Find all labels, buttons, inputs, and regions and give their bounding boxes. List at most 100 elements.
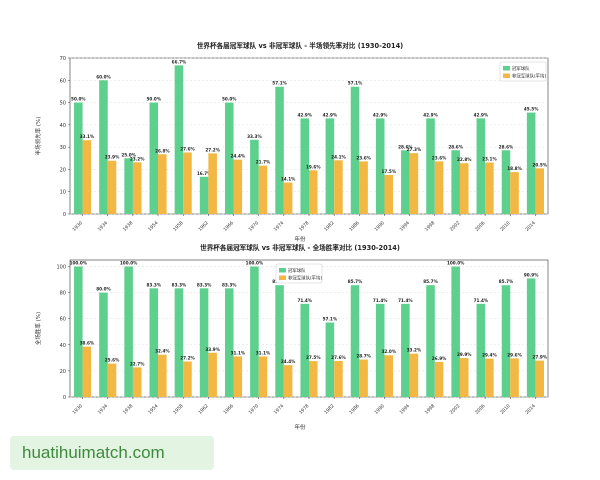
bar-value-label: 57.1% (348, 81, 363, 86)
y-axis-label: 半场领先率 (%) (34, 117, 42, 156)
bar-champion (350, 86, 360, 214)
chart-title: 世界杯各届冠军球队 vs 非冠军球队 - 全场胜率对比 (1930-2014) (200, 243, 400, 252)
bar-non-champion (409, 153, 419, 214)
bar-champion (451, 150, 460, 214)
x-tick-label: 1990 (373, 403, 386, 416)
y-tick-label: 0 (63, 212, 66, 218)
bar-non-champion (334, 360, 343, 397)
bar-non-champion (132, 162, 142, 214)
x-tick-label: 1966 (222, 403, 235, 416)
bar-value-label: 27.2% (205, 147, 220, 152)
y-tick-label: 10 (60, 190, 66, 196)
bar-non-champion (158, 354, 167, 397)
x-tick-label: 1962 (197, 220, 210, 233)
x-tick-label: 2006 (474, 403, 487, 416)
x-axis-label: 年份 (294, 235, 306, 243)
bar-non-champion (459, 163, 469, 214)
bar-non-champion (183, 152, 192, 214)
bar-champion (476, 303, 486, 397)
bar-champion (149, 288, 159, 397)
legend-entry: 冠军球队 (512, 65, 530, 72)
bar-champion (99, 80, 108, 215)
bar-value-label: 22.7% (130, 361, 145, 366)
x-tick-label: 1930 (71, 220, 84, 233)
watermark: huatihuimatch.com (10, 436, 214, 470)
bar-value-label: 57.1% (272, 81, 287, 86)
x-tick-label: 2014 (524, 220, 537, 233)
bar-value-label: 25.6% (105, 358, 120, 363)
bar-champion (350, 285, 360, 397)
bar-champion (99, 292, 108, 397)
bar-champion (275, 285, 284, 397)
bar-champion (300, 118, 309, 214)
y-tick-label: 80 (60, 291, 66, 297)
bar-non-champion (258, 165, 268, 214)
bar-value-label: 26.9% (432, 356, 447, 361)
bar-value-label: 14.1% (281, 177, 296, 182)
bar-value-label: 42.9% (373, 112, 388, 117)
x-tick-label: 1994 (399, 220, 412, 233)
bar-value-label: 29.9% (457, 352, 472, 357)
halftime-lead-chart: 世界杯各届冠军球队 vs 非冠军球队 - 半场领先率对比 (1930-2014)… (0, 36, 600, 244)
y-tick-label: 40 (60, 343, 66, 349)
bar-champion (401, 303, 410, 397)
y-tick-label: 100 (56, 265, 66, 271)
bar-champion (426, 285, 435, 397)
bar-value-label: 29.6% (507, 352, 522, 357)
x-tick-label: 2014 (524, 403, 537, 416)
x-tick-label: 2010 (499, 403, 512, 416)
legend-entry: 非冠军球队(平均) (288, 275, 322, 282)
y-tick-label: 40 (60, 123, 66, 129)
bar-value-label: 33.9% (205, 347, 220, 352)
bar-non-champion (535, 168, 544, 214)
bar-champion (325, 322, 335, 397)
bar-value-label: 100.0% (120, 261, 138, 266)
bar-champion (224, 288, 234, 397)
x-tick-label: 1986 (348, 220, 361, 233)
y-tick-label: 60 (60, 78, 66, 84)
bar-champion (149, 102, 159, 214)
bar-value-label: 42.9% (474, 112, 489, 117)
x-tick-label: 1934 (97, 403, 110, 416)
bar-champion (224, 102, 234, 214)
legend-entry: 冠军球队 (288, 267, 306, 274)
y-tick-label: 20 (60, 369, 66, 375)
bar-value-label: 38.6% (80, 341, 95, 346)
legend-box (275, 263, 323, 284)
x-tick-label: 1990 (373, 220, 386, 233)
bar-non-champion (510, 172, 519, 214)
bar-value-label: 71.4% (297, 298, 312, 303)
x-tick-label: 1930 (71, 403, 84, 416)
bar-champion (74, 266, 83, 397)
x-tick-label: 1966 (222, 220, 235, 233)
x-axis-label: 年份 (294, 423, 306, 431)
bar-non-champion (233, 356, 243, 397)
bar-champion (174, 288, 184, 397)
x-tick-label: 2010 (499, 220, 512, 233)
bar-champion (526, 278, 536, 397)
bar-non-champion (485, 162, 494, 214)
bar-value-label: 27.5% (306, 355, 321, 360)
bar-value-label: 31.1% (256, 350, 271, 355)
bar-non-champion (459, 357, 469, 397)
bar-champion (124, 266, 133, 397)
x-tick-label: 1970 (248, 403, 261, 416)
bar-champion (174, 65, 184, 215)
bar-champion (275, 86, 284, 214)
bar-value-label: 27.6% (331, 355, 346, 360)
bar-champion (199, 176, 209, 214)
bar-value-label: 23.6% (356, 155, 371, 160)
bar-champion (401, 150, 410, 214)
x-tick-label: 1998 (424, 220, 437, 233)
x-tick-label: 1978 (298, 403, 311, 416)
x-tick-label: 1982 (323, 403, 336, 416)
bar-value-label: 23.1% (482, 157, 497, 162)
bar-champion (451, 266, 460, 397)
bar-non-champion (107, 160, 117, 214)
bar-non-champion (283, 182, 293, 214)
legend-swatch (279, 275, 286, 280)
bar-non-champion (258, 356, 268, 397)
bar-value-label: 19.6% (306, 164, 321, 169)
bar-champion (501, 150, 511, 214)
